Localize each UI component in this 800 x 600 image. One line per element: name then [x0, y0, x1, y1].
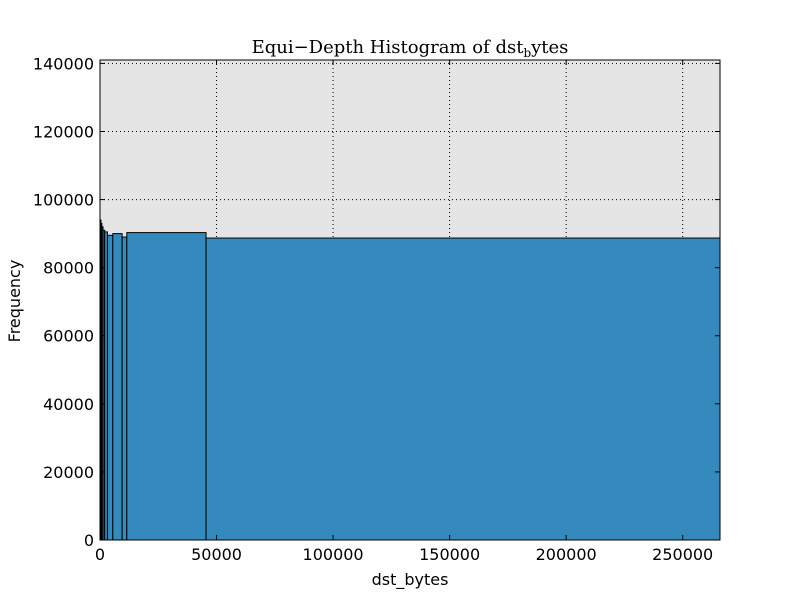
y-tick-label: 80000 — [43, 259, 94, 278]
chart-title-subscript: b — [523, 46, 531, 60]
chart-title-main: Equi−Depth Histogram of dst — [252, 37, 525, 58]
histogram-bar — [106, 234, 114, 541]
chart-title: Equi−Depth Histogram of dstbytes — [252, 37, 569, 60]
x-tick-label: 50000 — [191, 545, 242, 564]
y-tick-label: 60000 — [43, 327, 94, 346]
x-tick-label: 100000 — [303, 545, 364, 564]
tick-labels: 0 50000 100000 150000 200000 250000 0 20000 4000… — [33, 54, 713, 564]
x-tick-label: 0 — [95, 545, 105, 564]
y-tick-label: 100000 — [33, 191, 94, 210]
y-tick-label: 140000 — [33, 54, 94, 73]
y-tick-label: 120000 — [33, 122, 94, 141]
histogram-bar — [205, 237, 721, 541]
histogram-bar — [121, 236, 128, 541]
x-tick-label: 150000 — [419, 545, 480, 564]
chart-title-tail: ytes — [530, 37, 568, 58]
histogram-bar — [112, 233, 123, 541]
plot-frame — [99, 59, 721, 541]
histogram-bars — [99, 219, 721, 541]
axis-ticks — [99, 60, 720, 541]
y-tick-label: 40000 — [43, 395, 94, 414]
x-tick-label: 200000 — [536, 545, 597, 564]
x-axis-label: dst_bytes — [372, 570, 449, 590]
y-tick-label: 20000 — [43, 463, 94, 482]
y-axis-label: Frequency — [5, 260, 24, 343]
x-tick-label: 250000 — [652, 545, 713, 564]
histogram-bar — [126, 232, 207, 541]
y-tick-label: 0 — [84, 531, 94, 550]
